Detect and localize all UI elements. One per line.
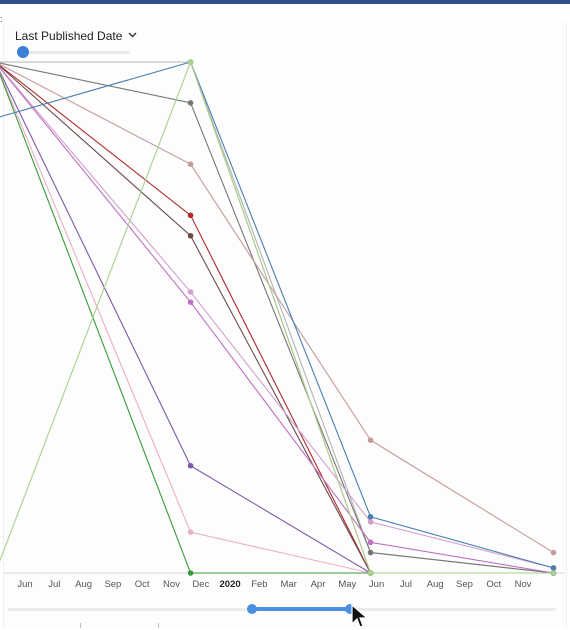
series-line[interactable] — [0, 62, 554, 574]
x-tick-label: Aug — [427, 579, 444, 590]
x-tick-label: Nov — [163, 579, 180, 590]
x-tick-label: Jul — [400, 579, 412, 590]
data-point[interactable] — [550, 549, 557, 556]
mouse-cursor-icon — [351, 604, 369, 628]
x-tick-label: Feb — [251, 579, 267, 590]
x-tick-label: Oct — [486, 579, 501, 590]
series-line[interactable] — [0, 62, 554, 569]
chart-panel — [3, 22, 567, 628]
chevron-down-icon — [128, 30, 137, 41]
data-point[interactable] — [367, 519, 374, 525]
data-point[interactable] — [187, 289, 194, 295]
x-tick-label: Jun — [369, 579, 384, 590]
data-point[interactable] — [367, 549, 374, 556]
divider — [80, 623, 81, 628]
data-point[interactable] — [187, 59, 194, 65]
x-tick-label: Nov — [515, 579, 532, 590]
x-tick-label: Sep — [456, 579, 473, 590]
data-point[interactable] — [367, 570, 374, 576]
filter-slider-handle[interactable] — [17, 46, 29, 58]
x-tick-label: Mar — [281, 579, 297, 590]
x-tick-label: Sep — [104, 579, 121, 590]
data-point[interactable] — [550, 570, 557, 576]
filter-slider-track[interactable] — [18, 51, 130, 54]
x-tick-label: Jun — [17, 579, 32, 590]
time-range-selection[interactable] — [252, 607, 351, 611]
data-point[interactable] — [187, 100, 194, 106]
x-tick-label: 2020 — [220, 579, 241, 590]
data-point[interactable] — [550, 565, 557, 571]
line-chart: Jun Jul Aug Sep Oct Nov Dec 2020 Feb Mar Apr May Jun… — [0, 59, 565, 590]
x-tick-label: Dec — [192, 579, 209, 590]
data-point[interactable] — [187, 161, 194, 167]
x-tick-label: May — [338, 579, 356, 590]
data-point[interactable] — [187, 212, 194, 219]
data-point[interactable] — [187, 232, 194, 239]
x-tick-label: Jul — [48, 579, 60, 590]
time-range-end-handle[interactable] — [345, 604, 355, 614]
series-line[interactable] — [0, 60, 554, 574]
series-line[interactable] — [0, 62, 554, 574]
x-tick-label: Aug — [75, 579, 92, 590]
series-line[interactable] — [0, 61, 554, 569]
series-line[interactable] — [0, 62, 554, 554]
date-field-dropdown[interactable]: Last Published Date — [15, 28, 137, 44]
header-bar — [0, 0, 570, 4]
data-point[interactable] — [367, 437, 374, 443]
x-tick-label: Apr — [311, 579, 326, 590]
time-range-start-handle[interactable] — [247, 604, 257, 614]
x-tick-label: Oct — [135, 579, 150, 590]
data-point[interactable] — [187, 570, 194, 576]
divider — [158, 623, 159, 628]
data-point[interactable] — [187, 299, 194, 305]
dropdown-label: Last Published Date — [15, 29, 123, 43]
data-point[interactable] — [367, 513, 374, 520]
data-point[interactable] — [187, 529, 194, 535]
data-point[interactable] — [187, 462, 194, 469]
data-point[interactable] — [367, 539, 374, 546]
edge-mark: : — [0, 14, 3, 24]
